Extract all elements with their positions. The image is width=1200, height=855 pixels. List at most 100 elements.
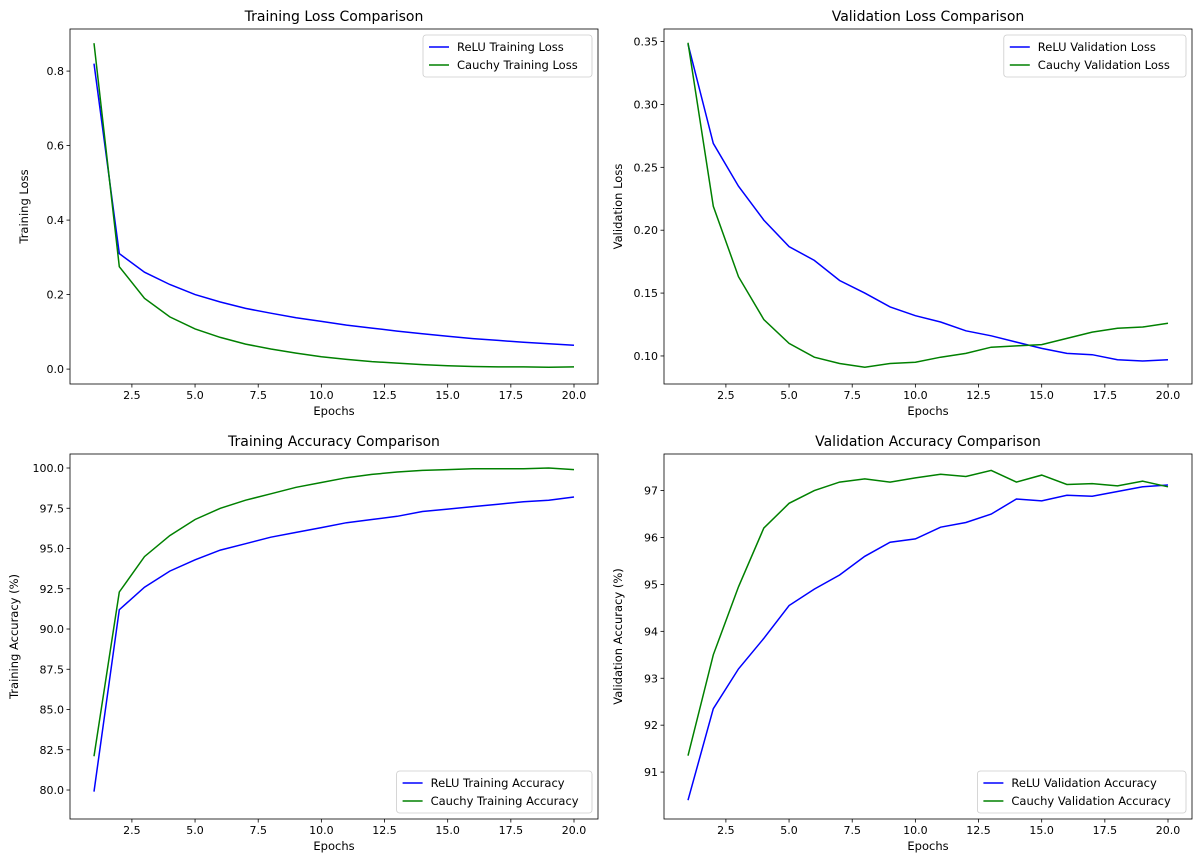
series-line-1 [93,63,575,347]
legend-box [1003,34,1187,78]
legend-box [977,770,1187,814]
series-line-2 [93,467,575,757]
legend-box [396,770,593,814]
chart-title: Validation Loss Comparison [832,9,1025,25]
x-tick-label: 5.0 [186,389,204,402]
x-tick-label: 10.0 [309,824,334,837]
legend-label: Cauchy Validation Loss [1038,58,1170,72]
y-axis-label: Validation Loss [611,164,625,250]
x-axis-label: Epochs [313,404,354,418]
subplot-4: 2.5 5.0 7.5 10.0 12.5 15.0 17.5 20.0 91 92 93 94 95 9… [611,434,1193,853]
x-tick-label: 10.0 [309,389,334,402]
series-line-1 [687,43,1169,362]
y-tick-label: 0.8 [47,65,65,78]
axes-frame [69,453,599,820]
x-tick-label: 2.5 [123,824,141,837]
x-tick-label: 5.0 [780,389,798,402]
x-tick-label: 17.5 [499,389,524,402]
x-tick-label: 5.0 [780,824,798,837]
legend-box [422,34,593,78]
y-tick-label: 0.25 [634,161,659,174]
x-tick-label: 15.0 [1029,389,1054,402]
x-tick-label: 12.5 [966,824,991,837]
x-axis-label: Epochs [907,839,948,853]
chart-title: Validation Accuracy Comparison [815,434,1041,450]
y-tick-label: 92.5 [40,583,65,596]
y-tick-label: 0.35 [634,36,659,49]
legend-label: Cauchy Training Accuracy [431,794,579,808]
legend: ReLU Training Loss Cauchy Training Loss [422,34,593,78]
y-tick-label: 95 [644,578,658,591]
axes-frame [69,28,599,385]
y-tick-label: 93 [644,672,658,685]
axes-frame [663,28,1193,385]
y-tick-label: 87.5 [40,663,65,676]
series-line-1 [687,484,1169,801]
chart-title: Training Accuracy Comparison [227,434,440,450]
y-tick-label: 92 [644,719,658,732]
y-axis-label: Training Loss [17,169,31,244]
y-tick-label: 97 [644,485,658,498]
x-tick-label: 20.0 [1156,389,1181,402]
x-tick-label: 17.5 [1093,389,1118,402]
y-tick-label: 82.5 [40,744,65,757]
x-tick-label: 2.5 [123,389,141,402]
series-line-2 [687,42,1169,369]
x-tick-label: 12.5 [372,824,397,837]
legend: ReLU Training Accuracy Cauchy Training Ac… [396,770,593,814]
x-tick-label: 17.5 [499,824,524,837]
legend: ReLU Validation Accuracy Cauchy Validatio… [977,770,1187,814]
axes-frame [663,453,1193,820]
x-tick-label: 5.0 [186,824,204,837]
y-tick-label: 100.0 [33,462,65,475]
x-tick-label: 10.0 [903,389,928,402]
y-axis-label: Training Accuracy (%) [7,574,21,700]
subplot-1: 2.5 5.0 7.5 10.0 12.5 15.0 17.5 20.0 0.0 0.2 0.4 0.… [17,9,599,418]
subplot-3: 2.5 5.0 7.5 10.0 12.5 15.0 17.5 20.0 80.0 82.5 85.… [7,434,599,853]
y-tick-label: 0.15 [634,287,659,300]
y-tick-label: 0.10 [634,350,659,363]
y-tick-label: 94 [644,625,658,638]
chart-title: Training Loss Comparison [244,9,424,25]
x-tick-label: 2.5 [717,824,735,837]
x-tick-label: 2.5 [717,389,735,402]
y-tick-label: 95.0 [40,543,65,556]
x-tick-label: 20.0 [562,389,587,402]
x-tick-label: 12.5 [966,389,991,402]
x-tick-label: 20.0 [562,824,587,837]
legend-label: Cauchy Training Loss [457,58,578,72]
x-tick-label: 7.5 [249,389,267,402]
series-line-2 [687,469,1169,756]
y-tick-label: 0.4 [47,214,65,227]
x-tick-label: 7.5 [843,389,861,402]
x-tick-label: 15.0 [435,389,460,402]
y-tick-label: 0.6 [47,140,65,153]
y-tick-label: 96 [644,532,658,545]
y-tick-label: 97.5 [40,502,65,515]
x-tick-label: 17.5 [1093,824,1118,837]
series-line-2 [93,43,575,368]
x-tick-label: 7.5 [843,824,861,837]
x-axis-label: Epochs [907,404,948,418]
legend-label: ReLU Training Accuracy [431,776,565,790]
y-tick-label: 0.0 [47,363,65,376]
y-axis-label: Validation Accuracy (%) [611,568,625,705]
x-tick-label: 15.0 [435,824,460,837]
x-tick-label: 10.0 [903,824,928,837]
y-tick-label: 0.20 [634,224,659,237]
y-tick-label: 85.0 [40,704,65,717]
x-tick-label: 20.0 [1156,824,1181,837]
y-tick-label: 0.2 [47,289,65,302]
y-tick-label: 0.30 [634,98,659,111]
legend-label: ReLU Validation Loss [1038,40,1156,54]
x-tick-label: 7.5 [249,824,267,837]
series-line-1 [93,496,575,792]
x-tick-label: 15.0 [1029,824,1054,837]
legend-label: Cauchy Validation Accuracy [1011,794,1171,808]
legend-label: ReLU Validation Accuracy [1011,776,1157,790]
legend-label: ReLU Training Loss [457,40,564,54]
y-tick-label: 80.0 [40,784,65,797]
subplot-2: 2.5 5.0 7.5 10.0 12.5 15.0 17.5 20.0 0.10 0.15 0.2… [611,9,1193,418]
y-tick-label: 91 [644,766,658,779]
